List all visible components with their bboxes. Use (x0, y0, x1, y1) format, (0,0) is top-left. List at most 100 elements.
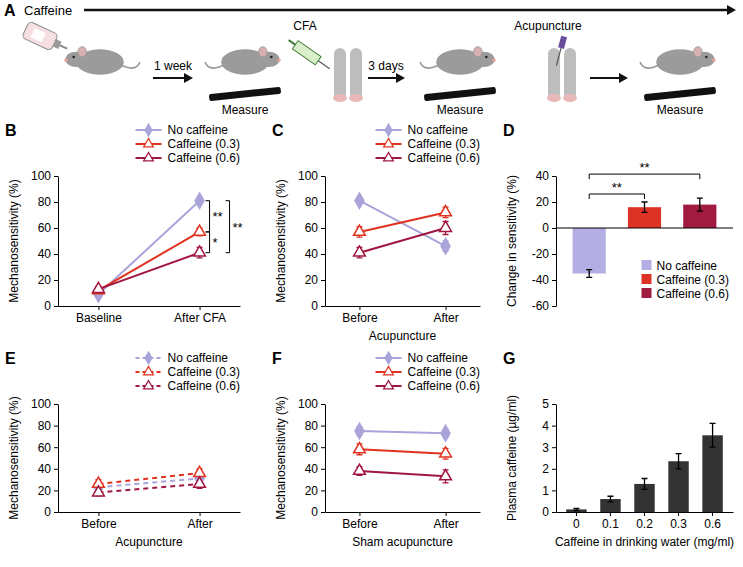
y-axis-line (58, 405, 59, 513)
x-axis: BeforeAfter (326, 512, 481, 531)
arrow-head (184, 73, 193, 83)
legend-item: Caffeine (0.6) (136, 379, 241, 393)
y-tick: 3 (542, 441, 556, 455)
y-tick-label: 100 (31, 397, 51, 411)
y-tick-mark (552, 254, 556, 255)
y-tick-mark (552, 228, 556, 229)
x-axis-line (59, 306, 241, 307)
y-tick: 0 (542, 221, 556, 235)
legend-marker (144, 366, 154, 374)
y-tick-mark (54, 280, 58, 281)
y-tick: 60 (305, 441, 325, 455)
y-tick: 0 (44, 299, 58, 313)
panel: 00.10.20.30.6012345GPlasma caffeine (µg/… (503, 350, 734, 549)
y-tick-mark (321, 447, 325, 448)
legend-item: Caffeine (0.3) (642, 273, 730, 287)
label: 1 week (154, 59, 193, 73)
label: CFA (293, 19, 316, 33)
legend-swatch (642, 260, 652, 270)
x-tick-mark (200, 306, 201, 310)
y-tick: 80 (305, 195, 325, 209)
marker (354, 225, 366, 235)
plot-area (573, 198, 717, 277)
paw-leg (548, 48, 560, 100)
error-bar (607, 496, 613, 502)
paw (349, 48, 363, 102)
y-axis-title: Mechanosensitivity (%) (7, 179, 21, 302)
arrow-head (619, 73, 628, 83)
x-tick-mark (200, 512, 201, 516)
arrow-line (590, 77, 621, 79)
legend-label: Caffeine (0.3) (168, 365, 241, 379)
legend-label: No caffeine (408, 123, 469, 137)
panel-letter: A (4, 2, 16, 19)
y-axis: 012345 (542, 397, 556, 519)
y-axis: -60-40-2002040 (532, 169, 557, 313)
x-tick-mark (576, 512, 577, 516)
y-tick: 20 (305, 273, 325, 287)
y-tick-mark (321, 280, 325, 281)
y-tick-label: -20 (532, 247, 550, 261)
marker (195, 193, 204, 209)
legend-swatch (642, 288, 652, 298)
x-tick-label: Before (342, 311, 378, 325)
y-tick: 40 (38, 462, 58, 476)
x-tick: Before (342, 306, 378, 325)
y-tick: 40 (38, 247, 58, 261)
y-tick: 40 (305, 462, 325, 476)
measure-bar (644, 87, 716, 101)
y-axis: 020406080100 (298, 169, 326, 313)
series-line (98, 479, 199, 488)
legend-item: Caffeine (0.3) (376, 365, 481, 379)
y-tick: 4 (542, 419, 556, 433)
x-axis: BeforeAfter (59, 512, 241, 531)
x-tick: Before (81, 512, 117, 531)
mouse-eye (705, 56, 708, 59)
y-tick: 100 (298, 169, 325, 183)
y-tick-label: 0 (44, 299, 51, 313)
measure-bar-body (644, 87, 716, 101)
x-tick-label: 0.1 (602, 517, 619, 531)
marker (354, 246, 366, 256)
marker (355, 423, 364, 439)
bottle (22, 21, 71, 57)
x-tick: 0.2 (636, 512, 653, 531)
x-tick: 0.1 (602, 512, 619, 531)
series-line (359, 228, 445, 253)
y-tick-label: 100 (298, 397, 318, 411)
mouse-ear (694, 47, 703, 57)
y-tick-mark (54, 306, 58, 307)
y-tick-mark (54, 469, 58, 470)
arrow-head (727, 5, 736, 15)
y-tick-label: 40 (536, 169, 550, 183)
x-axis-line (556, 228, 733, 229)
marker (93, 486, 105, 496)
panel-letter: G (503, 350, 515, 367)
x-tick-mark (98, 512, 99, 516)
arrow (153, 73, 193, 83)
y-tick-mark (54, 447, 58, 448)
legend: No caffeineCaffeine (0.3)Caffeine (0.6) (376, 351, 481, 393)
bottle-cap (53, 39, 62, 49)
y-tick-mark (54, 254, 58, 255)
marker (194, 246, 206, 256)
legend-marker (144, 152, 154, 160)
y-tick-label: 0 (311, 299, 318, 313)
series-line (359, 449, 445, 453)
y-tick-mark (552, 490, 556, 491)
y-tick-mark (321, 176, 325, 177)
needle (553, 36, 567, 67)
mouse-nose (277, 59, 280, 62)
paw (333, 48, 347, 102)
legend-label: Caffeine (0.6) (408, 379, 481, 393)
marker (355, 193, 364, 209)
y-tick-label: 5 (542, 397, 549, 411)
y-tick: -20 (532, 247, 556, 261)
y-tick-label: -60 (532, 299, 550, 313)
label: Measure (222, 103, 269, 117)
panel-letter: C (272, 122, 284, 139)
y-axis: 020406080100 (31, 169, 59, 313)
marker (441, 425, 450, 441)
legend-item: Caffeine (0.6) (376, 379, 481, 393)
legend-marker (144, 380, 154, 388)
